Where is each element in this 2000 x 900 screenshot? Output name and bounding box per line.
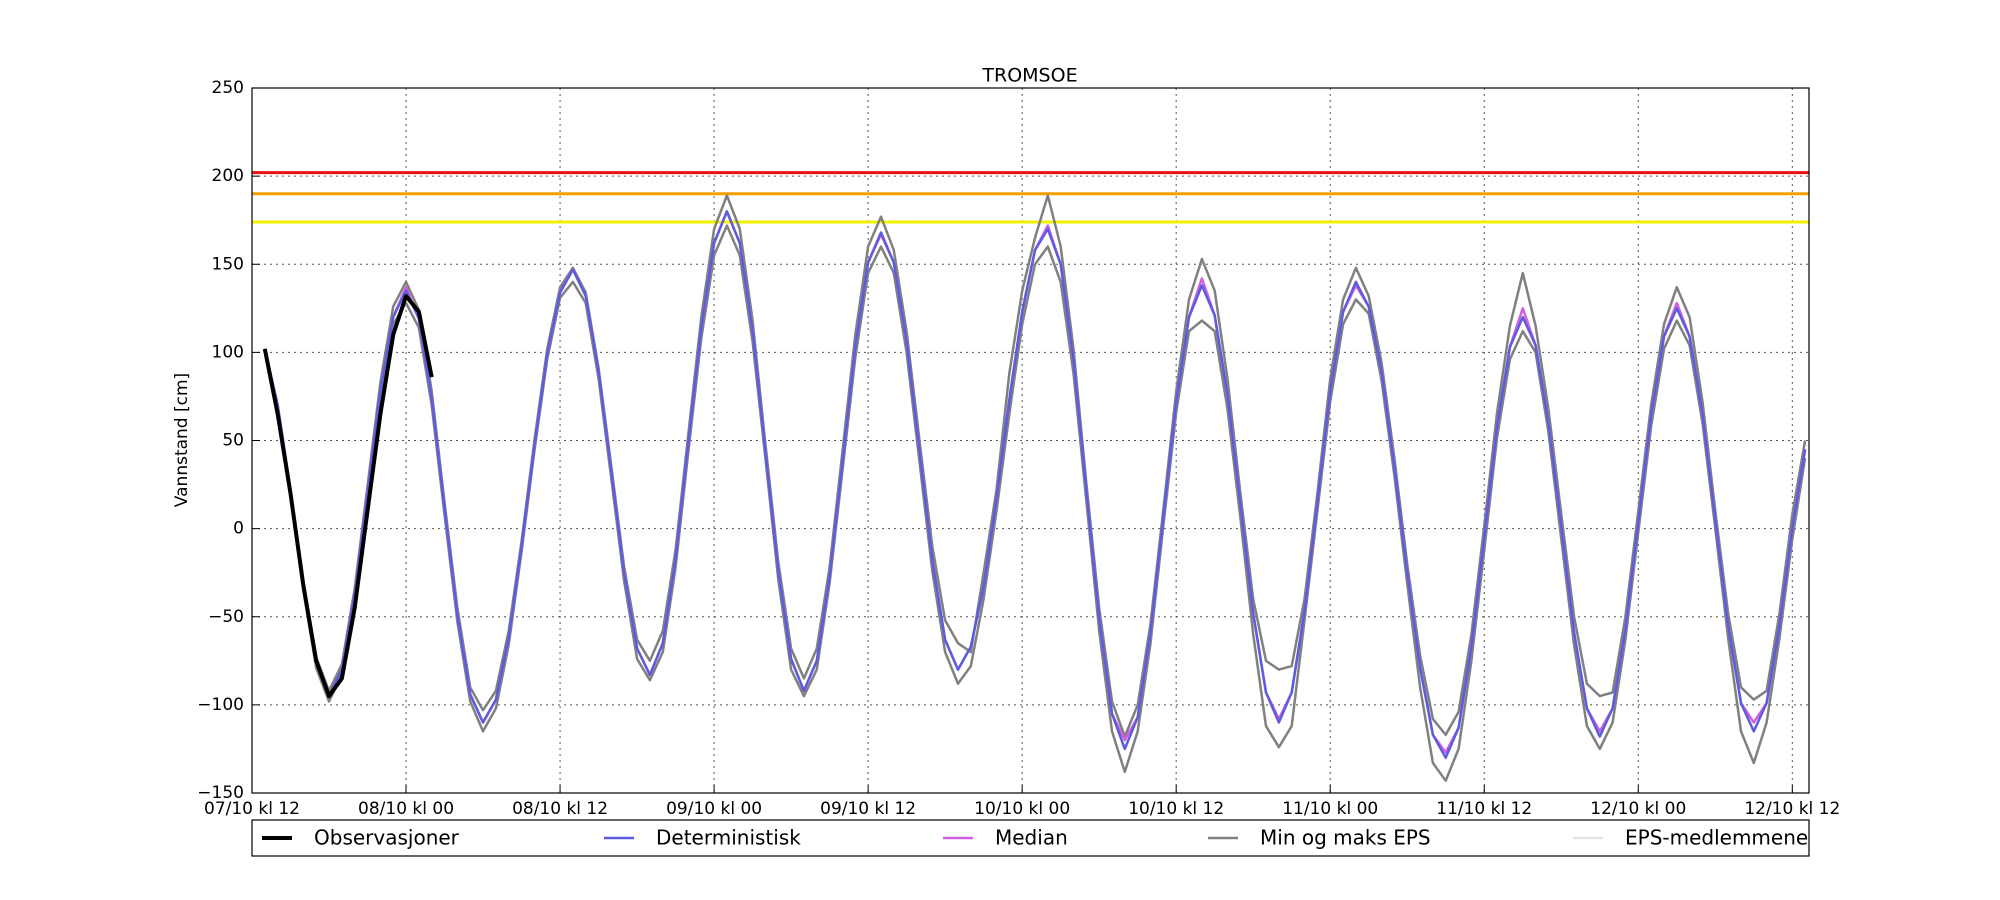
x-tick-label: 10/10 kl 00 bbox=[974, 799, 1070, 819]
x-tick-label: 09/10 kl 00 bbox=[666, 799, 762, 819]
x-tick-label: 07/10 kl 12 bbox=[204, 799, 300, 819]
x-tick-label: 12/10 kl 12 bbox=[1744, 799, 1840, 819]
legend-label: Min og maks EPS bbox=[1260, 826, 1431, 850]
x-tick-label: 08/10 kl 12 bbox=[512, 799, 608, 819]
y-tick-label: 150 bbox=[212, 254, 244, 274]
y-tick-label: −150 bbox=[197, 783, 244, 803]
x-tick-label: 09/10 kl 12 bbox=[820, 799, 916, 819]
legend-label: Median bbox=[995, 826, 1068, 850]
y-axis-label: Vannstand [cm] bbox=[172, 373, 192, 507]
x-tick-label: 08/10 kl 00 bbox=[358, 799, 454, 819]
y-tick-label: 250 bbox=[212, 78, 244, 98]
y-tick-label: 0 bbox=[233, 519, 244, 539]
plot-frame bbox=[251, 87, 1810, 794]
x-tick-label: 11/10 kl 00 bbox=[1282, 799, 1378, 819]
legend-box bbox=[251, 819, 1810, 857]
y-tick-label: −100 bbox=[197, 695, 244, 715]
y-tick-label: 100 bbox=[212, 342, 244, 362]
y-tick-label: −50 bbox=[208, 607, 244, 627]
x-tick-label: 11/10 kl 12 bbox=[1436, 799, 1532, 819]
legend-label: Deterministisk bbox=[656, 826, 801, 850]
x-tick-label: 12/10 kl 00 bbox=[1590, 799, 1686, 819]
legend-label: EPS-medlemmene bbox=[1625, 826, 1808, 850]
series-line bbox=[263, 210, 1807, 760]
series-line bbox=[262, 294, 434, 699]
y-tick-label: 50 bbox=[222, 431, 244, 451]
y-tick-label: 200 bbox=[212, 166, 244, 186]
chart-title: TROMSOE bbox=[981, 65, 1077, 87]
legend-label: Observasjoner bbox=[314, 826, 460, 850]
x-tick-label: 10/10 kl 12 bbox=[1128, 799, 1224, 819]
